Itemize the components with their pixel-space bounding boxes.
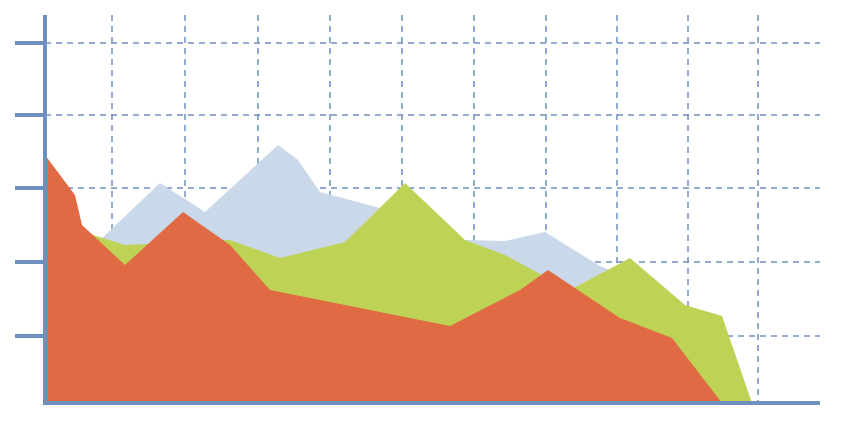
area [45, 155, 722, 403]
